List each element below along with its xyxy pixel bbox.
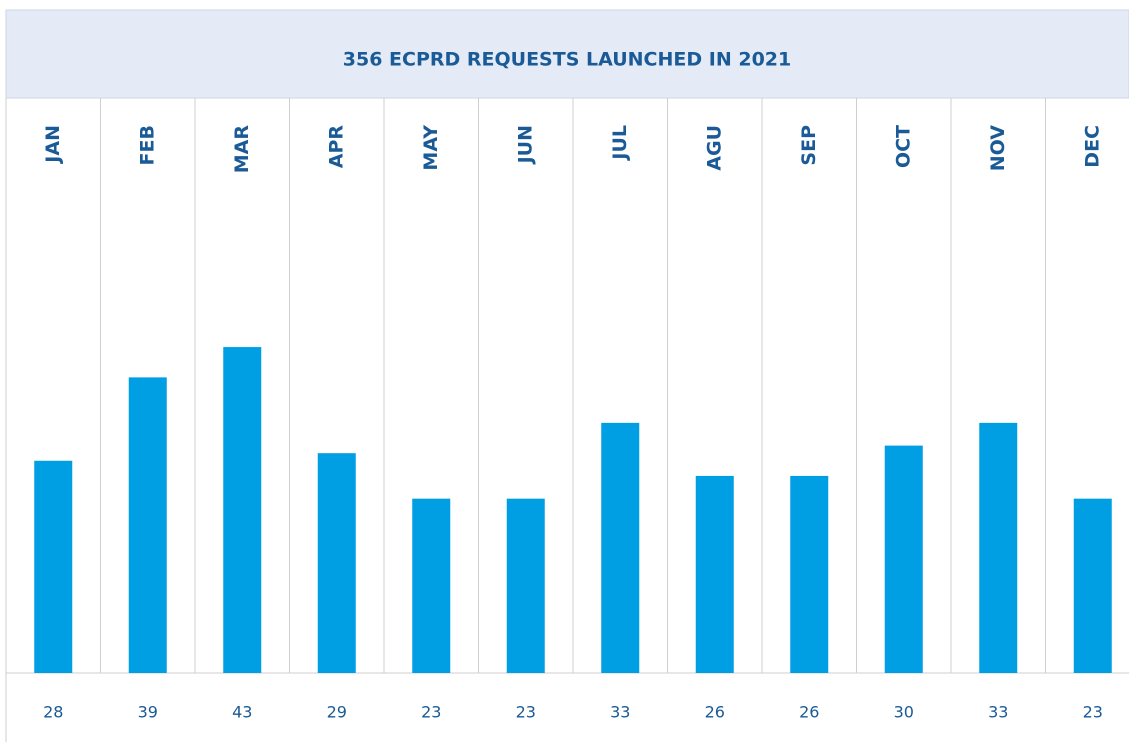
value-label: 29	[327, 703, 347, 722]
bar	[695, 475, 734, 673]
bar	[223, 347, 262, 673]
month-label: NOV	[987, 125, 1009, 172]
month-label: APR	[325, 125, 347, 169]
month-label: DEC	[1081, 125, 1103, 168]
value-label: 33	[610, 703, 630, 722]
bar	[790, 475, 829, 673]
bar	[412, 498, 451, 673]
bar	[128, 377, 167, 673]
bar	[979, 422, 1018, 673]
month-label: JAN	[42, 125, 64, 165]
value-label: 33	[988, 703, 1008, 722]
bar	[1073, 498, 1112, 673]
month-label: MAY	[420, 125, 442, 171]
bar	[506, 498, 545, 673]
value-label: 26	[705, 703, 725, 722]
value-label: 23	[1083, 703, 1103, 722]
chart-title: 356 ECPRD REQUESTS LAUNCHED IN 2021	[343, 49, 792, 71]
value-label: 28	[43, 703, 63, 722]
header-band	[5, 9, 1129, 99]
month-label: MAR	[231, 125, 253, 174]
value-label: 30	[894, 703, 914, 722]
bar	[34, 460, 73, 673]
bar	[601, 422, 640, 673]
bar	[317, 453, 356, 673]
value-label: 39	[138, 703, 158, 722]
month-label: OCT	[892, 125, 914, 168]
value-label: 23	[516, 703, 536, 722]
month-label: SEP	[798, 125, 820, 166]
month-label: JUN	[514, 125, 536, 165]
month-label: JUL	[609, 125, 631, 162]
bar	[884, 445, 923, 673]
value-label: 23	[421, 703, 441, 722]
value-label: 43	[232, 703, 252, 722]
value-label: 26	[799, 703, 819, 722]
month-label: FEB	[136, 125, 158, 165]
month-label: AGU	[703, 125, 725, 171]
